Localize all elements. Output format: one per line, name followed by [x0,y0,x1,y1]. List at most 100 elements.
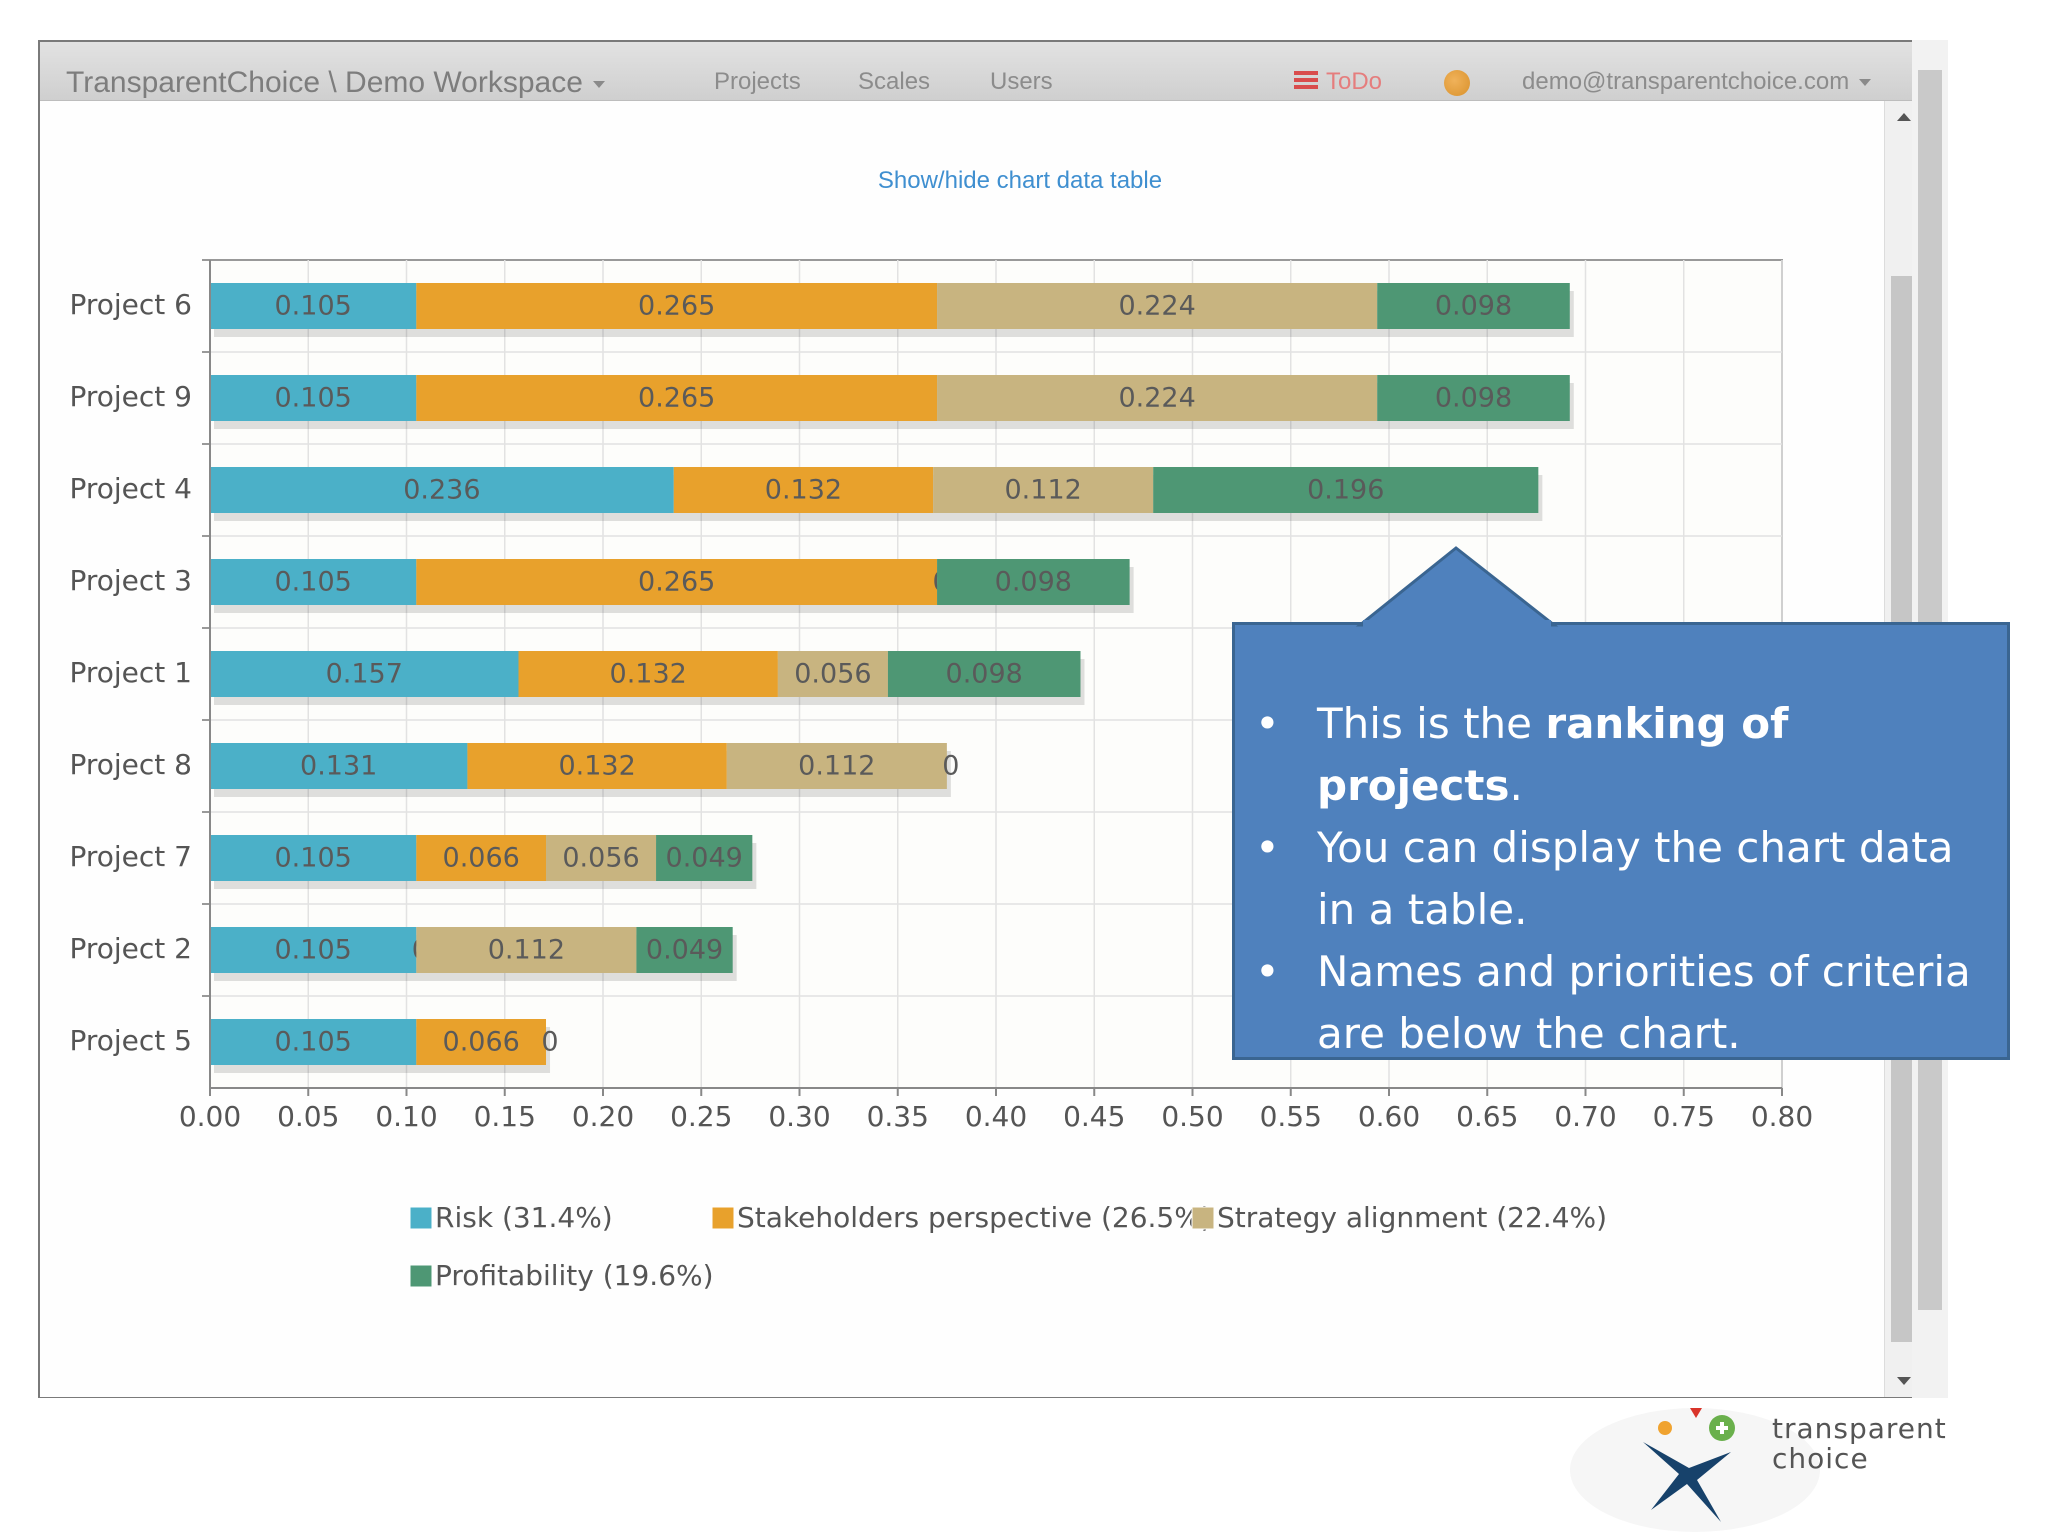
workspace-dropdown[interactable]: TransparentChoice \ Demo Workspace [66,66,605,100]
todo-label: ToDo [1326,68,1383,95]
category-label: Project 1 [69,656,192,689]
data-label: 0.105 [275,1027,352,1058]
data-label: 0.132 [558,751,635,782]
data-label: 0.196 [1307,475,1384,506]
category-label: Project 7 [69,840,192,873]
callout-pointer [1355,546,1559,628]
data-label: 0.105 [275,567,352,598]
x-tick-label: 0.70 [1554,1100,1616,1133]
data-label: 0.049 [646,935,723,966]
data-label: 0.056 [794,659,871,690]
chevron-down-icon [1859,79,1872,87]
data-label: 0.105 [275,291,352,322]
bar-segment [210,927,417,973]
data-label: 0.132 [765,475,842,506]
transparent-choice-logo [1570,1408,1820,1532]
x-tick-label: 0.25 [670,1100,732,1133]
data-label: 0.098 [995,567,1072,598]
data-label: 0.066 [443,843,520,874]
bar-segment [210,467,674,513]
data-label: 0.131 [300,751,377,782]
data-label: 0.098 [946,659,1023,690]
user-menu[interactable]: demo@transparentchoice.com [1522,68,1872,96]
bar-segment [726,743,947,789]
data-label: 0.112 [798,751,875,782]
bar-segment [210,835,417,881]
bar-segment [210,283,417,329]
bar-segment [673,467,934,513]
data-label: 0.132 [610,659,687,690]
chevron-down-icon [592,80,605,88]
data-label: 0.098 [1435,291,1512,322]
data-label: 0 [942,751,959,782]
data-label: 0.105 [275,383,352,414]
x-tick-label: 0.00 [179,1100,241,1133]
bar-segment [416,927,637,973]
bar-segment [636,927,733,973]
data-label: 0.112 [1005,475,1082,506]
bar-segment [518,651,778,697]
bar-segment [210,375,417,421]
bar-segment [937,559,1130,605]
show-hide-chart-data-link[interactable]: Show/hide chart data table [877,167,1163,194]
nav-scales[interactable]: Scales [858,68,931,95]
bar-segment [777,651,888,697]
x-tick-label: 0.10 [375,1100,437,1133]
callout-bullet: You can display the chart data in a tabl… [1255,817,1987,941]
bar-segment [1377,375,1570,421]
bar-segment [937,283,1378,329]
data-label: 0.236 [403,475,480,506]
nav-projects[interactable]: Projects [714,68,801,95]
callout-bullet: This is the ranking of projects. [1255,693,1987,817]
scroll-down-icon[interactable] [1897,1377,1911,1385]
scroll-up-icon[interactable] [1897,113,1911,121]
bar-segment [416,283,938,329]
x-tick-label: 0.50 [1161,1100,1223,1133]
bar-segment [656,835,753,881]
x-tick-label: 0.75 [1653,1100,1715,1133]
x-tick-label: 0.30 [768,1100,830,1133]
x-tick-label: 0.05 [277,1100,339,1133]
data-label: 0.265 [638,567,715,598]
todo-link[interactable]: ToDo [1294,68,1382,96]
bar-segment [210,743,468,789]
bar-segment [210,559,417,605]
category-label: Project 3 [69,564,192,597]
user-email: demo@transparentchoice.com [1522,68,1850,95]
category-label: Project 4 [69,472,192,505]
globe-icon[interactable] [1444,70,1470,96]
tutorial-callout: This is the ranking of projects. You can… [1232,546,2010,1060]
ranking-chart: Project 6 0.105 0.265 0.224 0.098 Project 9 0.… [69,259,1813,1292]
data-label: 0 [541,1027,558,1058]
bar-segment [887,651,1081,697]
bar-segment [937,375,1378,421]
bar-segment [416,1019,547,1065]
data-label: 0.098 [1435,383,1512,414]
nav-users[interactable]: Users [990,68,1053,95]
bar-segment [933,467,1154,513]
logo-line-2: choice [1772,1442,1869,1475]
data-label: 0.066 [443,1027,520,1058]
data-label: 0.105 [275,843,352,874]
data-label: 0.105 [275,935,352,966]
bar-segment [416,375,938,421]
data-label: 0.265 [638,291,715,322]
bar-segment [467,743,727,789]
data-label: 0.112 [488,935,565,966]
legend-swatch [409,1206,433,1230]
callout-bullet: Names and priorities of criteria are bel… [1255,941,1987,1065]
x-tick-label: 0.80 [1751,1100,1813,1133]
bar-segment [416,835,547,881]
callout-bullets: This is the ranking of projects. You can… [1255,693,1987,1065]
x-tick-label: 0.60 [1358,1100,1420,1133]
x-tick-label: 0.40 [965,1100,1027,1133]
category-label: Project 5 [69,1024,192,1057]
legend-item: Profitability (19.6%) [435,1259,714,1292]
bar-segment [416,559,938,605]
category-label: Project 2 [69,932,192,965]
bold-phrase: ranking of projects [1317,699,1789,810]
data-label: 0.049 [666,843,743,874]
category-label: Project 8 [69,748,192,781]
bar-segment [546,835,657,881]
legend-item: Stakeholders perspective (26.5%) [737,1201,1212,1234]
